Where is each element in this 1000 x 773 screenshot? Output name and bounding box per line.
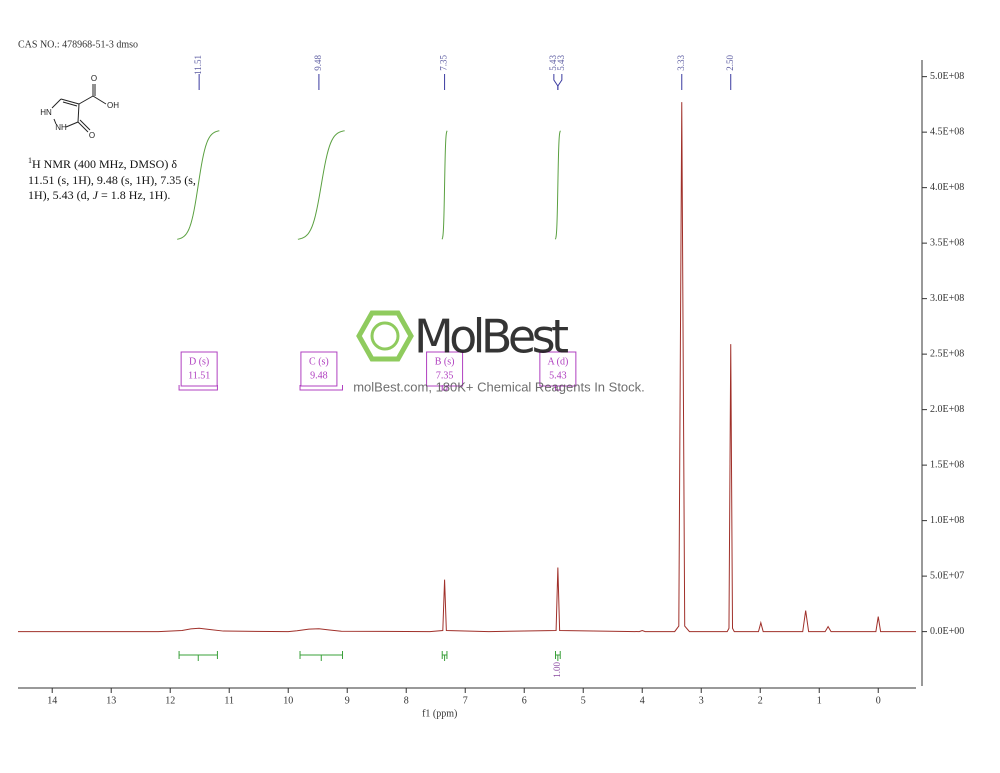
x-tick-label: 11 — [224, 695, 234, 706]
y-tick-label: 4.0E+08 — [930, 182, 964, 193]
x-tick-label: 3 — [699, 695, 704, 706]
integral-curve — [441, 130, 448, 240]
superscript: 1 — [28, 156, 32, 165]
text-line: 1H), 5.43 (d, — [28, 188, 93, 202]
multiplet-box — [539, 351, 577, 387]
multiplet-shift: 9.48 — [310, 370, 328, 381]
atom-label: O — [91, 74, 97, 83]
multiplet-range — [555, 385, 561, 391]
peak-label: 5.43 — [548, 55, 558, 71]
x-tick-label: 4 — [640, 695, 645, 706]
multiplet-box — [426, 351, 464, 387]
peak-label: 2.50 — [725, 55, 735, 71]
multiplet-name: B (s) — [435, 356, 455, 367]
x-tick-label: 13 — [106, 695, 116, 706]
multiplet-box — [300, 351, 338, 387]
x-tick-label: 12 — [165, 695, 175, 706]
x-tick-label: 1 — [817, 695, 822, 706]
nmr-description: 1H NMR (400 MHz, DMSO) δ — [28, 156, 177, 171]
atom-label: O — [89, 131, 95, 140]
multiplet-name: A (d) — [547, 356, 568, 367]
x-tick-label: 7 — [463, 695, 468, 706]
multiplet-box — [180, 351, 218, 387]
nmr-description: 11.51 (s, 1H), 9.48 (s, 1H), 7.35 (s, — [28, 173, 196, 187]
text-line: H NMR (400 MHz, DMSO) δ — [32, 157, 177, 171]
x-tick-label: 9 — [345, 695, 350, 706]
y-tick-label: 5.0E+08 — [930, 71, 964, 82]
multiplet-shift: 11.51 — [188, 370, 210, 381]
nmr-description: 1H), 5.43 (d, J = 1.8 Hz, 1H). — [28, 188, 170, 202]
x-tick-label: 10 — [283, 695, 293, 706]
watermark: MolBest molBest.com, 180K+ Chemical Reag… — [353, 310, 645, 395]
atom-label: OH — [107, 101, 119, 110]
multiplet-range — [441, 385, 448, 391]
watermark-logo: MolBest — [414, 310, 569, 364]
multiplet-shift: 7.35 — [436, 370, 454, 381]
text-line: = 1.8 Hz, 1H). — [98, 188, 170, 202]
x-tick-label: 5 — [581, 695, 586, 706]
y-tick-label: 3.0E+08 — [930, 293, 964, 304]
peak-marker — [553, 74, 559, 90]
peak-label: 7.35 — [439, 55, 449, 71]
x-tick-label: 8 — [404, 695, 409, 706]
y-tick-label: 4.5E+08 — [930, 126, 964, 137]
y-tick-label: 3.5E+08 — [930, 237, 964, 248]
x-tick-label: 6 — [522, 695, 527, 706]
integral-curve — [554, 130, 561, 240]
multiplet-shift: 5.43 — [549, 370, 567, 381]
atom-label: NH — [55, 123, 67, 132]
y-tick-label: 1.0E+08 — [930, 515, 964, 526]
structure — [51, 84, 107, 133]
text-line: J — [93, 188, 99, 202]
x-tick-label: 2 — [758, 695, 763, 706]
peak-label: 11.51 — [193, 55, 203, 75]
multiplet-range — [178, 385, 218, 391]
x-tick-label: 0 — [876, 695, 881, 706]
multiplet-name: D (s) — [189, 356, 209, 367]
spectrum-line — [18, 102, 916, 633]
integral-value: 1.00 — [552, 662, 562, 678]
multiplet-range — [299, 385, 344, 391]
integral-curve — [177, 130, 220, 240]
y-tick-label: 2.0E+08 — [930, 404, 964, 415]
y-tick-label: 0.0E+00 — [930, 626, 964, 637]
peak-label: 3.33 — [676, 55, 686, 71]
watermark-slogan: molBest.com, 180K+ Chemical Reagents In … — [353, 379, 645, 394]
cas-number: CAS NO.: 478968-51-3 dmso — [18, 39, 138, 50]
atom-label: HN — [40, 108, 52, 117]
x-tick-label: 14 — [47, 695, 57, 706]
y-tick-label: 2.5E+08 — [930, 348, 964, 359]
peak-label: 5.43 — [556, 55, 566, 71]
plot: 14 13 12 11 10 9 8 7 6 5 4 3 2 1 0f1 (ppm)0.0E+005.0E+… — [18, 55, 964, 719]
x-axis-label: f1 (ppm) — [422, 708, 457, 719]
peak-marker — [557, 74, 563, 90]
peak-label: 9.48 — [313, 55, 323, 71]
multiplet-name: C (s) — [309, 356, 329, 367]
y-tick-label: 5.0E+07 — [930, 570, 964, 581]
y-tick-label: 1.5E+08 — [930, 459, 964, 470]
integral-curve — [297, 130, 345, 240]
